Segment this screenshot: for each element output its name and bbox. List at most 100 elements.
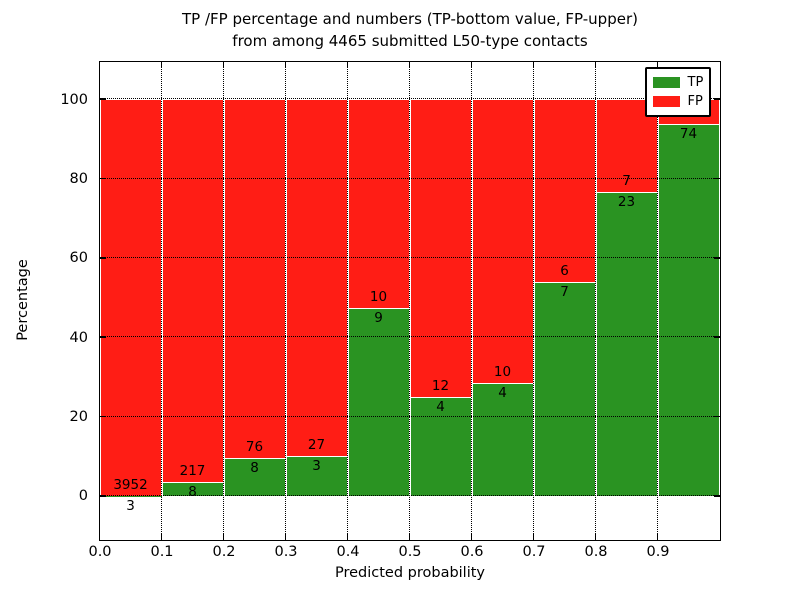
gridline-vertical [594,61,596,540]
chart-title-line1: TP /FP percentage and numbers (TP-bottom… [182,10,638,28]
x-tick-mark-top [408,61,411,68]
tp-count-label: 8 [250,460,259,477]
bar-segment-fp [285,99,348,457]
fp-count-label: 217 [179,462,206,479]
gridline-vertical [532,61,534,540]
tp-count-label: 8 [188,483,197,500]
bar-segment-fp [471,99,534,383]
chart-title: TP /FP percentage and numbers (TP-bottom… [100,8,720,52]
x-tick-label: 0.0 [88,544,112,560]
gridline-horizontal [99,257,720,259]
y-tick-mark [99,98,106,100]
bar-segment-fp [99,99,162,496]
y-tick-mark-right [713,98,720,100]
y-tick-label: 60 [69,250,88,267]
tp-count-label: 7 [560,284,569,301]
x-tick-label: 0.2 [212,544,236,560]
legend-swatch-fp-icon [652,95,680,107]
bar-segment-tp [595,191,658,496]
chart-title-line2: from among 4465 submitted L50-type conta… [232,32,588,50]
x-tick-mark [284,533,287,540]
legend-swatch-tp-icon [652,76,680,88]
tp-count-label: 3 [312,458,321,475]
plot-inner: 39523217876827310912410467723574 [99,61,720,540]
x-tick-label: 0.4 [336,544,360,560]
gridline-vertical [222,61,224,540]
gridline-vertical [346,61,348,540]
x-tick-mark-top [470,61,473,68]
gridline-horizontal [99,177,720,179]
x-tick-label: 0.1 [150,544,174,560]
x-axis-label: Predicted probability [334,565,486,581]
gridline-horizontal [99,98,720,100]
bar-segment-tp [409,396,472,496]
gridline-vertical [470,61,472,540]
x-tick-mark-top [594,61,597,68]
bar-segment-tp [223,458,286,496]
x-tick-label: 0.6 [460,544,484,560]
x-tick-mark [532,533,535,540]
x-tick-mark [160,533,163,540]
legend: TP FP [644,66,711,117]
y-tick-mark-right [713,336,720,338]
gridline-horizontal [99,415,720,417]
x-tick-mark [222,533,225,540]
tp-count-label: 9 [374,309,383,326]
y-tick-label: 20 [69,409,88,426]
fp-count-label: 76 [245,439,264,456]
fp-count-label: 10 [369,288,388,305]
gridline-vertical [656,61,658,540]
legend-label: TP [687,74,704,90]
x-tick-label: 0.9 [646,544,670,560]
y-tick-mark [99,177,106,180]
x-tick-mark [470,533,473,540]
fp-count-label: 12 [431,377,450,394]
bar-segment-fp [161,99,224,482]
y-tick-label: 40 [69,329,88,346]
y-tick-label: 0 [78,488,88,505]
x-tick-label: 0.7 [522,544,546,560]
y-tick-mark [99,415,106,418]
fp-count-label: 3952 [113,476,148,493]
x-tick-mark [346,533,349,540]
gridline-horizontal [99,495,720,497]
x-tick-mark [656,533,659,540]
x-tick-mark [408,533,411,540]
x-tick-mark-top [346,61,349,68]
y-tick-mark-right [713,495,720,497]
y-tick-mark-right [713,415,720,418]
x-tick-mark-top [99,61,101,68]
bar-segment-tp [533,282,596,496]
x-tick-mark-top [160,61,163,68]
y-tick-mark [99,257,106,259]
x-tick-label: 0.3 [274,544,298,560]
fp-count-label: 10 [493,363,512,380]
y-tick-mark-right [713,257,720,259]
tp-count-label: 74 [679,126,698,143]
tp-count-label: 4 [436,398,445,415]
tp-count-label: 3 [126,497,135,514]
x-tick-mark [99,533,101,540]
tp-count-label: 23 [617,193,636,210]
bar-segment-fp [533,99,596,283]
tp-count-label: 4 [498,384,507,401]
fp-count-label: 7 [622,172,631,189]
x-tick-mark-top [532,61,535,68]
bar-segment-fp [347,99,410,308]
gridline-vertical [408,61,410,540]
bar-segment-tp [471,382,534,496]
y-tick-label: 80 [69,171,88,188]
gridline-vertical [160,61,162,540]
bar-segment-tp [285,456,348,496]
gridline-vertical [284,61,286,540]
y-tick-mark-right [713,177,720,180]
x-tick-mark-top [656,61,659,68]
legend-entry: FP [652,92,703,111]
x-tick-label: 0.8 [584,544,608,560]
y-axis-label: Percentage [15,259,31,341]
bar-segment-fp [409,99,472,397]
fp-count-label: 6 [560,263,569,280]
legend-entry: TP [652,73,704,92]
